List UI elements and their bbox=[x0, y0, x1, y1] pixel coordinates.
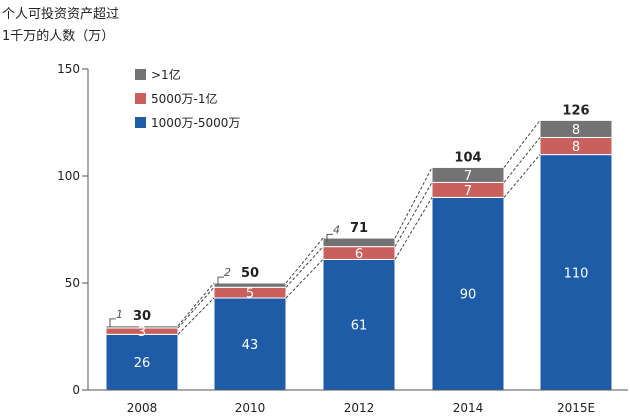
x-tick-label: 2014 bbox=[453, 401, 484, 415]
bar-segment bbox=[105, 325, 179, 329]
data-label: 8 bbox=[572, 123, 580, 138]
data-label: 90 bbox=[460, 288, 477, 303]
data-label: 26 bbox=[134, 356, 151, 371]
legend-label: 5000万-1亿 bbox=[151, 91, 218, 106]
bar-segment bbox=[322, 258, 396, 391]
callout-line bbox=[109, 318, 116, 327]
y-tick-label: 0 bbox=[72, 383, 80, 397]
total-label: 30 bbox=[133, 309, 151, 324]
connector-line bbox=[285, 237, 324, 284]
bar-segment bbox=[213, 297, 287, 391]
x-tick-label: 2008 bbox=[127, 401, 158, 415]
bar-segment bbox=[322, 237, 396, 248]
connector-line bbox=[285, 259, 324, 299]
data-label: 4 bbox=[333, 223, 340, 236]
y-tick-label: 50 bbox=[65, 276, 80, 290]
connector-line bbox=[394, 167, 433, 239]
connector-line bbox=[177, 286, 215, 329]
y-axis-title-line-2: 1千万的人数（万） bbox=[2, 29, 115, 44]
total-label: 50 bbox=[241, 266, 259, 281]
data-label: 7 bbox=[464, 184, 472, 199]
connector-line bbox=[503, 137, 541, 183]
bar-segment bbox=[539, 119, 613, 138]
connector-line bbox=[503, 120, 541, 168]
connector-line bbox=[394, 182, 433, 247]
y-tick-label: 150 bbox=[57, 62, 80, 76]
data-label: 8 bbox=[572, 140, 580, 155]
callout-line bbox=[217, 276, 224, 286]
legend-swatch bbox=[135, 117, 146, 128]
bar-segment bbox=[213, 282, 287, 288]
data-label: 110 bbox=[564, 266, 589, 281]
data-label: 1 bbox=[116, 308, 123, 321]
data-label: 6 bbox=[355, 247, 363, 262]
data-label: 3 bbox=[138, 325, 146, 340]
total-label: 126 bbox=[562, 103, 589, 118]
connector-line bbox=[177, 282, 215, 327]
data-label: 7 bbox=[464, 169, 472, 184]
connector-line bbox=[285, 246, 324, 288]
legend-label: 1000万-5000万 bbox=[151, 116, 240, 130]
x-tick-label: 2012 bbox=[344, 401, 375, 415]
x-tick-label: 2015E bbox=[557, 401, 595, 415]
data-label: 61 bbox=[351, 319, 368, 334]
legend-label: >1亿 bbox=[151, 67, 181, 82]
total-label: 71 bbox=[350, 221, 368, 236]
connector-line bbox=[394, 197, 433, 260]
data-label: 43 bbox=[242, 338, 259, 353]
connector-line bbox=[503, 154, 541, 198]
data-label: 5 bbox=[246, 287, 254, 302]
y-axis-title-line-1: 个人可投资资产超过 bbox=[2, 7, 120, 22]
legend-swatch bbox=[135, 93, 146, 104]
bar-segment bbox=[539, 154, 613, 391]
connector-line bbox=[177, 297, 215, 335]
x-tick-label: 2010 bbox=[235, 401, 266, 415]
data-label: 2 bbox=[224, 266, 231, 279]
callout-line bbox=[326, 233, 333, 243]
legend-swatch bbox=[135, 69, 146, 80]
y-tick-label: 100 bbox=[57, 169, 80, 183]
bar-segment bbox=[431, 166, 505, 183]
y-axis-title: 个人可投资资产超过 1千万的人数（万） bbox=[2, 4, 119, 48]
total-label: 104 bbox=[454, 150, 481, 165]
